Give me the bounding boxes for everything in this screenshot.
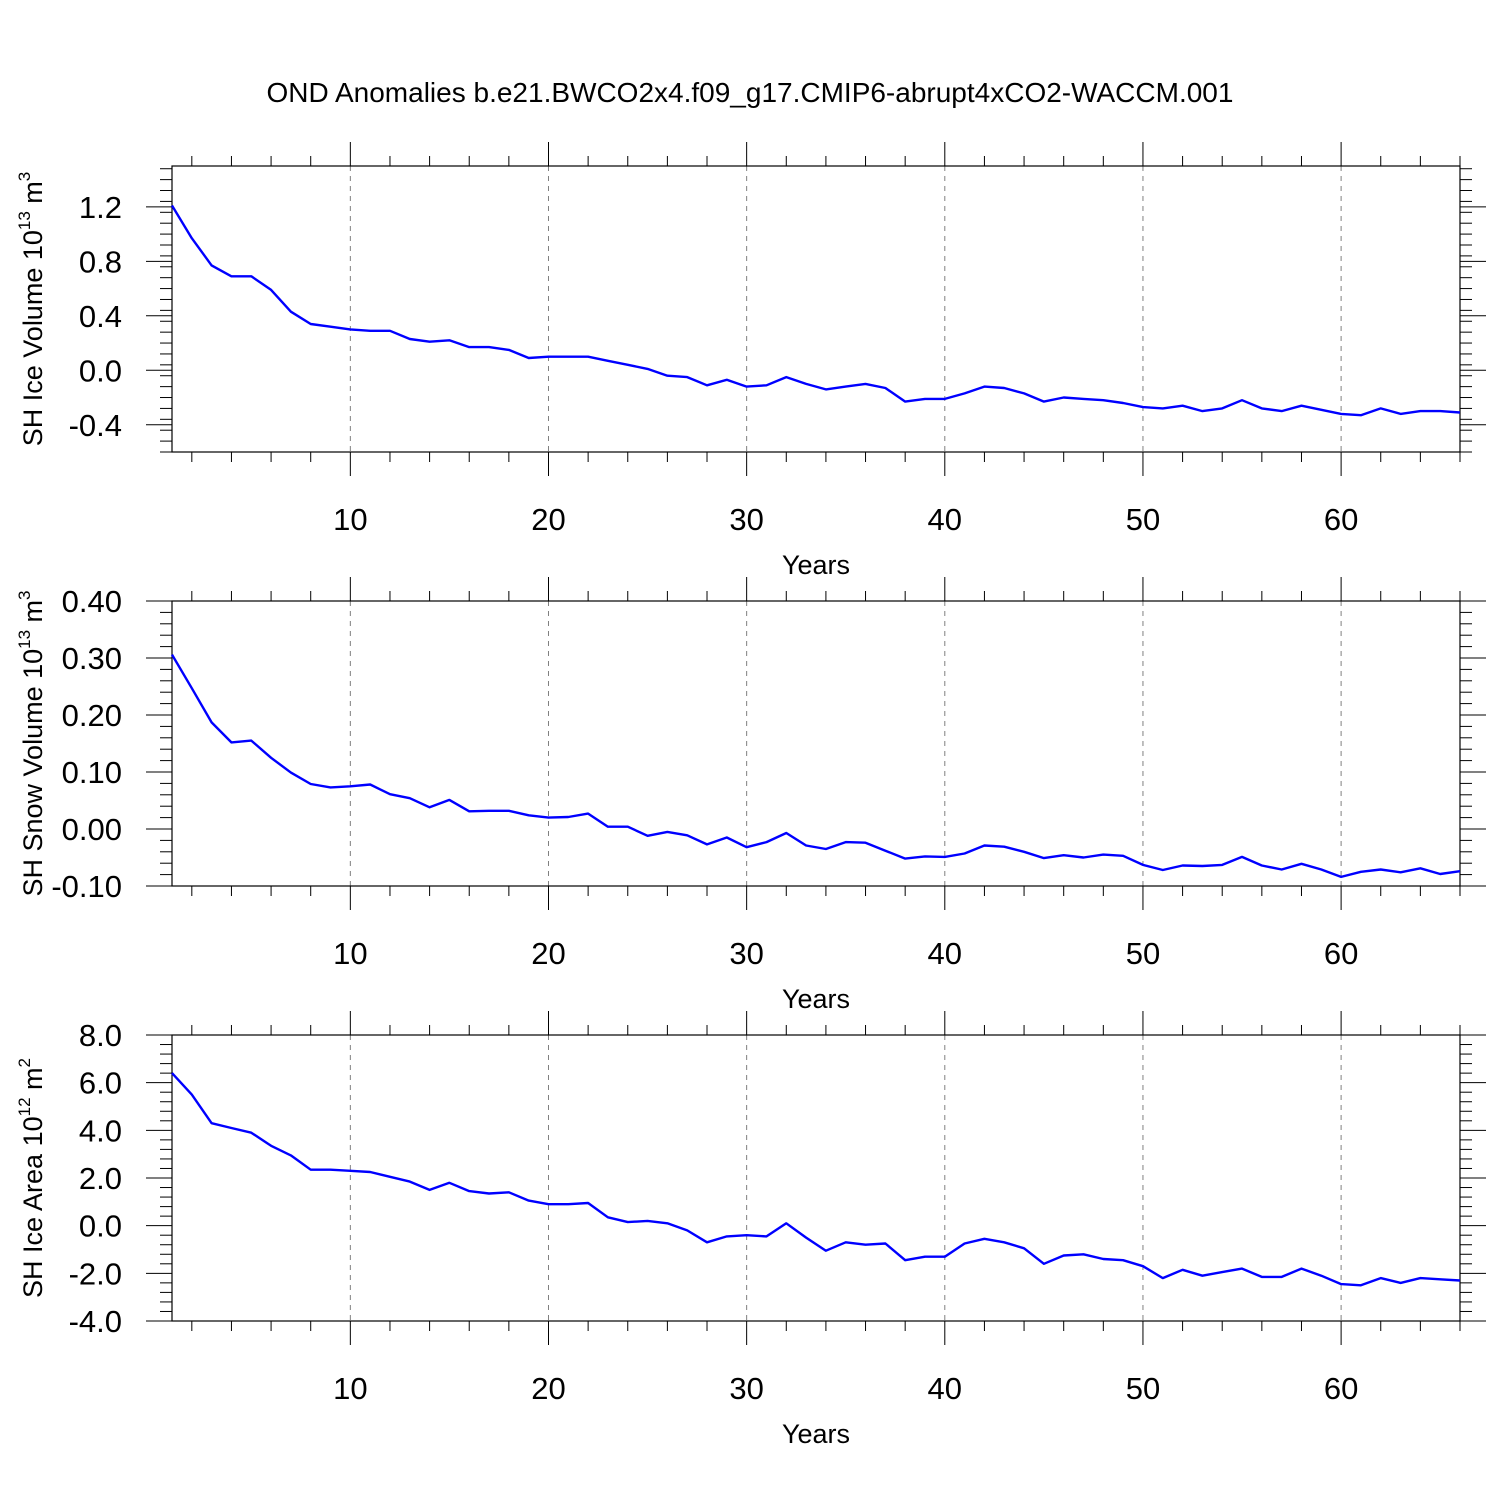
plot-frame: [171, 1034, 1461, 1322]
panels: 10 20 30 40 50 60 -0.4 0.0 0.4 0.8 1.2 Years SH Ice …: [15, 142, 1486, 1449]
x-tick-label: 20: [531, 1371, 565, 1406]
x-tick-label: 20: [531, 502, 565, 537]
y-tick-label: 0.00: [62, 812, 122, 847]
panel-3: 10 20 30 40 50 60 -4.0 -2.0 0.0 2.0 4.0 6.0 8.0 Years…: [15, 1011, 1486, 1449]
x-tick-label: 30: [729, 502, 763, 537]
y-tick-label: 8.0: [79, 1018, 122, 1053]
plot-frame: [171, 600, 1461, 887]
y-tick-label: 0.0: [79, 1209, 122, 1244]
y-tick-label: -2.0: [69, 1256, 122, 1291]
y-tick-label: 2.0: [79, 1161, 122, 1196]
y-label-exponent: 13: [15, 630, 34, 649]
x-tick-label: 30: [729, 1371, 763, 1406]
y-tick-label: -0.4: [69, 408, 122, 443]
series-line: [171, 1072, 1461, 1287]
panel-2: 10 20 30 40 50 60 -0.10 0.00 0.10 0.20 0.30 0.40 Yea…: [15, 577, 1486, 1014]
y-tick-label: 0.20: [62, 698, 122, 733]
y-tick-label: -4.0: [69, 1304, 122, 1339]
x-axis-label: Years: [782, 550, 850, 580]
x-tick-label: 50: [1126, 936, 1160, 971]
y-label-exponent: 12: [15, 1097, 34, 1116]
y-tick-label: 0.8: [79, 244, 122, 279]
x-axis-label: Years: [782, 984, 850, 1014]
y-tick-label: 1.2: [79, 190, 122, 225]
y-label-exponent: 13: [15, 211, 34, 230]
x-tick-label: 50: [1126, 502, 1160, 537]
x-tick-label: 40: [928, 936, 962, 971]
y-label-unit-exponent: 2: [15, 1058, 34, 1067]
x-tick-label: 60: [1324, 1371, 1358, 1406]
y-label-text: SH Ice Volume 10: [18, 230, 48, 446]
y-tick-label: 0.10: [62, 755, 122, 790]
y-tick-label: 0.30: [62, 641, 122, 676]
y-tick-label: 0.4: [79, 299, 122, 334]
y-axis-label: SH Snow Volume 1013 m3: [15, 590, 48, 896]
x-tick-label: 40: [928, 1371, 962, 1406]
x-tick-label: 10: [333, 936, 367, 971]
x-tick-label: 10: [333, 1371, 367, 1406]
y-label-unit: m: [18, 181, 48, 211]
y-tick-label: 4.0: [79, 1113, 122, 1148]
series-line: [170, 204, 1461, 417]
x-tick-label: 30: [729, 936, 763, 971]
panel-1: 10 20 30 40 50 60 -0.4 0.0 0.4 0.8 1.2 Years SH Ice …: [15, 142, 1486, 580]
y-tick-label: 6.0: [79, 1066, 122, 1101]
x-axis-label: Years: [782, 1419, 850, 1449]
x-tick-label: 60: [1324, 502, 1358, 537]
y-axis-label: SH Ice Area 1012 m2: [15, 1058, 48, 1298]
y-label-unit: m: [18, 600, 48, 630]
x-tick-label: 50: [1126, 1371, 1160, 1406]
y-tick-label: 0.0: [79, 353, 122, 388]
y-tick-label: 0.40: [62, 584, 122, 619]
y-label-text: SH Ice Area 10: [18, 1116, 48, 1298]
x-tick-label: 40: [928, 502, 962, 537]
x-tick-label: 10: [333, 502, 367, 537]
y-label-unit: m: [18, 1067, 48, 1097]
x-tick-label: 20: [531, 936, 565, 971]
y-label-unit-exponent: 3: [15, 590, 34, 599]
series-line: [170, 653, 1461, 879]
y-label-text: SH Snow Volume 10: [18, 649, 48, 897]
y-label-unit-exponent: 3: [15, 172, 34, 181]
chart-title: OND Anomalies b.e21.BWCO2x4.f09_g17.CMIP…: [267, 77, 1234, 108]
y-tick-label: -0.10: [51, 869, 122, 904]
plot-frame: [171, 165, 1461, 453]
y-axis-label: SH Ice Volume 1013 m3: [15, 172, 48, 447]
x-tick-label: 60: [1324, 936, 1358, 971]
